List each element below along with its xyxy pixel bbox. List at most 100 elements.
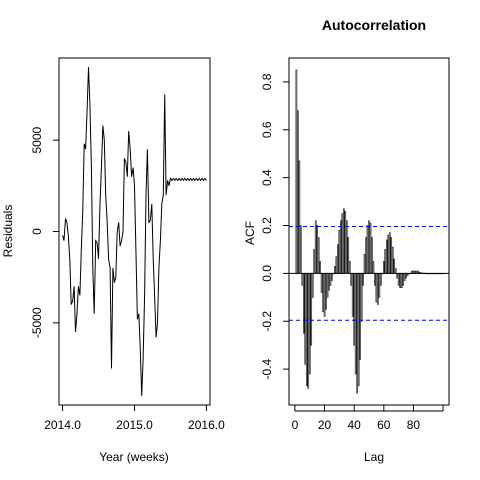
acf-x-tick-label: 40 bbox=[348, 418, 362, 432]
acf-bar bbox=[326, 273, 329, 298]
residuals-y-tick-label: -5000 bbox=[30, 307, 44, 338]
acf-bar bbox=[359, 273, 361, 360]
acf-bar bbox=[362, 273, 364, 286]
acf-y-tick-label: 0.2 bbox=[260, 217, 274, 234]
acf-bar bbox=[353, 273, 355, 346]
acf-bar bbox=[397, 273, 400, 286]
acf-x-tick-label: 20 bbox=[318, 418, 332, 432]
residuals-x-tick-label: 2014.0 bbox=[44, 418, 81, 432]
acf-bar bbox=[335, 256, 338, 274]
acf-bar bbox=[348, 261, 351, 274]
acf-bar bbox=[303, 273, 305, 334]
acf-panel: 0 20 40 60 80 -0.4 -0.2 0.0 0.2 0.4 0.6 0.8 Lag AC… bbox=[243, 17, 450, 464]
acf-bar bbox=[378, 273, 381, 298]
acf-bar bbox=[388, 232, 391, 274]
acf-bar bbox=[384, 249, 387, 274]
acf-bar bbox=[323, 273, 326, 317]
acf-bar bbox=[366, 225, 369, 274]
residuals-panel: 2014.0 2015.0 2016.0 -5000 0 5000 Year (week… bbox=[1, 57, 225, 464]
acf-bars bbox=[295, 69, 444, 394]
acf-bar bbox=[297, 110, 299, 274]
acf-bar bbox=[368, 220, 370, 274]
acf-x-label: Lag bbox=[364, 450, 384, 464]
acf-bar bbox=[308, 273, 311, 375]
acf-y-tick-label: 0.6 bbox=[260, 121, 274, 138]
acf-bar bbox=[357, 273, 360, 387]
acf-bar bbox=[340, 220, 342, 274]
acf-bar bbox=[305, 273, 308, 387]
acf-bar bbox=[301, 273, 304, 286]
acf-bar bbox=[360, 273, 363, 322]
acf-bar bbox=[371, 237, 373, 274]
acf-bar bbox=[307, 273, 310, 389]
acf-bar bbox=[304, 273, 307, 365]
acf-bar bbox=[400, 273, 403, 288]
acf-bar bbox=[374, 273, 376, 286]
acf-bar bbox=[317, 237, 320, 274]
acf-bar bbox=[402, 273, 404, 286]
acf-y-label: ACF bbox=[243, 221, 257, 245]
acf-bar bbox=[394, 268, 397, 274]
residuals-y-tick-label: 5000 bbox=[30, 127, 44, 154]
acf-bar bbox=[383, 261, 385, 274]
acf-bar bbox=[387, 234, 390, 274]
acf-y-tick-label: 0.8 bbox=[260, 73, 274, 90]
acf-plot-frame bbox=[288, 57, 450, 406]
residuals-x-label: Year (weeks) bbox=[99, 450, 169, 464]
acf-bar bbox=[356, 273, 358, 394]
acf-bar bbox=[385, 239, 388, 274]
acf-bar bbox=[295, 69, 298, 274]
acf-bar bbox=[399, 273, 401, 288]
residuals-x-tick-label: 2016.0 bbox=[188, 418, 225, 432]
acf-bar bbox=[331, 273, 333, 281]
acf-bar bbox=[338, 230, 341, 274]
residuals-line bbox=[62, 67, 207, 396]
acf-bar bbox=[354, 273, 357, 375]
acf-bar bbox=[298, 160, 301, 274]
acf-bar bbox=[341, 213, 344, 274]
acf-bar bbox=[365, 237, 367, 274]
acf-y-tick-label: 0.0 bbox=[260, 265, 274, 282]
acf-bar bbox=[314, 220, 317, 274]
acf-bar bbox=[322, 273, 324, 312]
acf-title: Autocorrelation bbox=[322, 17, 426, 33]
acf-y-tick-label: 0.4 bbox=[260, 169, 274, 186]
acf-bar bbox=[337, 244, 339, 274]
residuals-y-tick-label: 0 bbox=[30, 228, 44, 235]
residuals-y-ticks: -5000 0 5000 bbox=[30, 127, 59, 338]
acf-bar bbox=[343, 208, 345, 274]
acf-x-tick-label: 60 bbox=[377, 418, 391, 432]
acf-x-tick-label: 0 bbox=[292, 418, 299, 432]
acf-bar bbox=[390, 237, 393, 274]
acf-bar bbox=[405, 273, 407, 279]
acf-bar bbox=[403, 273, 406, 281]
acf-bar bbox=[311, 273, 314, 298]
acf-bar bbox=[316, 225, 318, 274]
acf-bar bbox=[328, 273, 330, 291]
acf-bar bbox=[350, 273, 353, 286]
acf-bar bbox=[313, 249, 315, 274]
acf-y-tick-label: -0.2 bbox=[260, 311, 274, 332]
acf-bar bbox=[325, 273, 327, 310]
acf-y-tick-label: -0.4 bbox=[260, 358, 274, 379]
acf-bar bbox=[393, 258, 395, 274]
acf-bar bbox=[372, 261, 375, 274]
residuals-x-tick-label: 2015.0 bbox=[116, 418, 153, 432]
residuals-y-label: Residuals bbox=[1, 205, 15, 258]
acf-bar bbox=[380, 273, 382, 286]
residuals-x-ticks: 2014.0 2015.0 2016.0 bbox=[44, 405, 225, 432]
acf-bar bbox=[345, 220, 348, 274]
acf-bar bbox=[344, 210, 347, 274]
acf-bar bbox=[396, 273, 398, 279]
acf-y-ticks: -0.4 -0.2 0.0 0.2 0.4 0.6 0.8 bbox=[260, 73, 289, 379]
acf-x-ticks: 0 20 40 60 80 bbox=[292, 405, 444, 432]
acf-bar bbox=[310, 273, 313, 346]
acf-bar bbox=[375, 273, 378, 303]
acf-bar bbox=[391, 246, 394, 274]
acf-bar bbox=[319, 261, 321, 274]
acf-bar bbox=[300, 225, 302, 274]
acf-bar bbox=[351, 273, 354, 317]
acf-bar bbox=[377, 273, 379, 305]
acf-bar bbox=[363, 253, 366, 274]
acf-bar bbox=[334, 265, 336, 274]
